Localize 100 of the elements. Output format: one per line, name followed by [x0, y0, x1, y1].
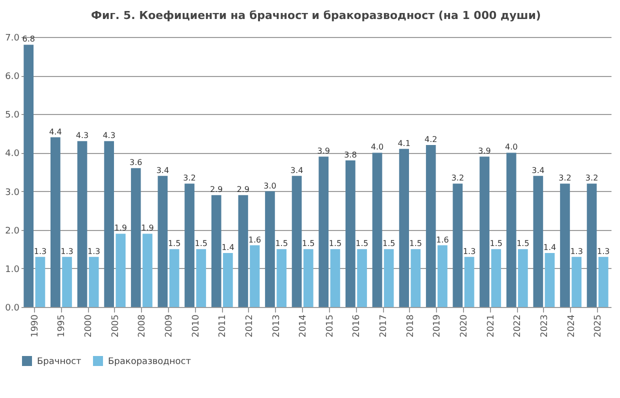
bar: [438, 245, 448, 307]
y-tick-label: 2.0: [5, 226, 20, 236]
data-label: 1.3: [60, 246, 74, 256]
bar: [196, 249, 206, 307]
y-tick-label: 5.0: [5, 110, 20, 121]
data-label: 3.2: [558, 174, 572, 183]
data-label: 3.4: [290, 166, 304, 175]
data-label: 4.1: [398, 138, 410, 148]
y-tick-label: 3.0: [5, 188, 20, 198]
data-label: 4.0: [370, 142, 384, 152]
data-label: 1.5: [194, 239, 208, 248]
x-tick-label: 2010: [191, 314, 202, 338]
bar: [598, 256, 608, 307]
bar: [238, 195, 248, 307]
x-tick-label: 2023: [540, 314, 550, 338]
data-label: 1.3: [570, 246, 583, 256]
bar: [544, 253, 555, 307]
data-label: 1.9: [114, 224, 128, 233]
x-tick-label: 2008: [138, 314, 148, 338]
bar: [292, 176, 302, 307]
bar: [452, 184, 463, 307]
x-tick-label: 2019: [432, 314, 443, 338]
x-tick-label: 2022: [513, 314, 524, 338]
x-tick-label: 2017: [379, 314, 390, 338]
data-label: 1.5: [516, 239, 530, 248]
data-label: 4.0: [504, 142, 518, 152]
data-label: 3.4: [156, 166, 170, 175]
bar: [24, 44, 34, 307]
data-label: 3.2: [183, 174, 196, 183]
bar: [330, 249, 340, 307]
data-label: 4.3: [102, 131, 116, 140]
bar: [384, 249, 394, 307]
x-tick-label: 2014: [298, 314, 309, 338]
y-tick-label: 4.0: [5, 149, 20, 160]
data-label: 1.9: [141, 224, 154, 233]
bar: [77, 141, 88, 307]
bar: [35, 256, 46, 307]
x-tick-label: 2016: [352, 314, 362, 338]
data-label: 3.6: [130, 158, 142, 168]
data-label: 1.4: [543, 243, 556, 252]
data-label: 1.5: [302, 239, 315, 248]
data-label: 1.3: [462, 246, 476, 256]
data-label: 3.9: [478, 146, 491, 156]
x-tick-label: 2020: [460, 314, 470, 338]
bar: [62, 256, 72, 307]
bar: [533, 176, 544, 307]
bar: [586, 184, 597, 307]
x-tick-label: 2015: [325, 314, 336, 338]
y-tick-label: 6.0: [5, 72, 20, 82]
data-label: 1.5: [275, 239, 288, 248]
bar: [142, 234, 152, 307]
data-label: 6.8: [22, 34, 35, 44]
bar: [560, 184, 570, 307]
data-label: 1.5: [409, 239, 422, 248]
x-tick-label: 2013: [272, 314, 282, 338]
bar: [130, 168, 141, 307]
bar: [104, 141, 114, 307]
data-label: 4.4: [49, 127, 62, 136]
data-label: 3.0: [264, 181, 276, 190]
x-tick-label: 2011: [218, 314, 228, 338]
bar: [399, 148, 409, 307]
bar: [169, 249, 180, 307]
data-label: 1.6: [436, 235, 449, 244]
data-label: 3.2: [451, 174, 464, 183]
bar: [410, 249, 421, 307]
legend-label: Брачност: [37, 357, 82, 367]
bar: [211, 195, 222, 307]
data-label: 3.8: [344, 150, 357, 160]
bar: [506, 152, 516, 307]
data-label: 1.6: [248, 235, 262, 244]
x-tick-label: 2009: [164, 314, 174, 338]
bar: [116, 234, 126, 307]
bar: [158, 176, 168, 307]
x-tick-label: 2025: [594, 314, 604, 338]
bar: [491, 249, 502, 307]
data-label: 1.5: [168, 239, 181, 248]
data-label: 3.4: [532, 166, 545, 175]
data-label: 1.3: [34, 246, 47, 256]
x-tick-label: 2012: [244, 314, 255, 338]
x-tick-label: 2000: [84, 314, 94, 338]
bar: [250, 245, 260, 307]
data-label: 1.3: [597, 246, 610, 256]
bar: [276, 249, 286, 307]
data-label: 1.5: [356, 239, 368, 248]
data-label: 4.3: [76, 131, 89, 140]
data-label: 2.9: [236, 185, 250, 194]
bar: [518, 249, 528, 307]
y-tick-label: 0.0: [5, 304, 20, 314]
data-label: 1.4: [222, 243, 234, 252]
bar: [572, 256, 582, 307]
bar: [223, 253, 233, 307]
data-label: 4.2: [424, 135, 438, 144]
legend-label: Бракоразводност: [108, 357, 191, 367]
bar: [480, 156, 490, 307]
bar: [464, 256, 474, 307]
x-tick-label: 2024: [566, 314, 577, 338]
bar: [184, 184, 194, 307]
bar: [318, 156, 329, 307]
bar: [346, 160, 356, 307]
x-tick-label: 1990: [30, 314, 40, 338]
